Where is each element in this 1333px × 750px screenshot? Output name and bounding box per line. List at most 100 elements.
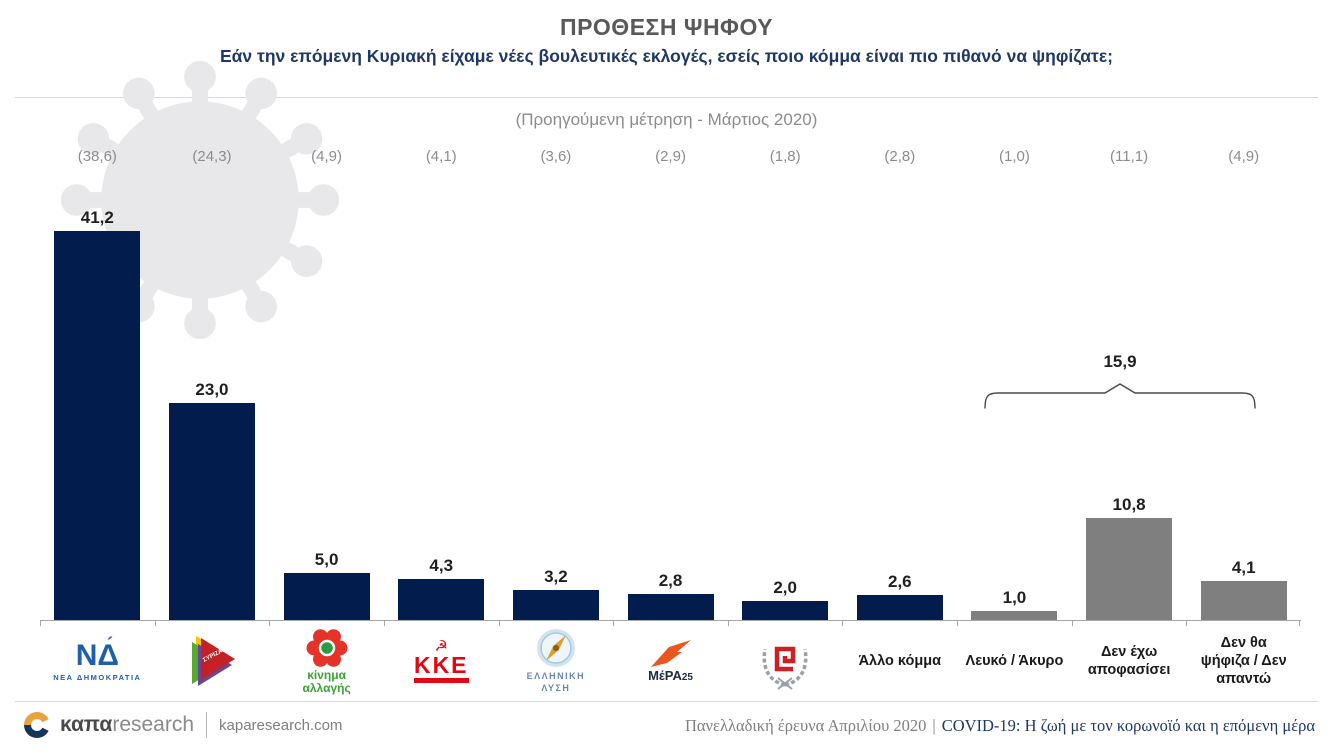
previous-value-label: (3,6)	[540, 148, 572, 165]
footer-separator	[206, 712, 208, 738]
brand-wordmark: καπαresearch	[60, 713, 195, 736]
axis-tick	[957, 621, 958, 626]
previous-value-label: (2,8)	[884, 148, 916, 165]
axis-tick	[1299, 621, 1300, 626]
previous-value-label: (1,0)	[999, 148, 1030, 165]
footer-divider	[15, 701, 1318, 702]
website-link[interactable]: kaparesearch.com	[219, 716, 343, 734]
chart-column: (1,0) 1,0	[957, 140, 1072, 620]
survey-topic: COVID-19: Η ζωή με τον κορωνοϊό και η επ…	[941, 716, 1315, 735]
chart-column: (1,8) 2,0	[728, 140, 843, 620]
chart-column: (11,1) 10,8	[1072, 140, 1187, 620]
axis-tick	[40, 621, 41, 626]
bracket-value-label: 15,9	[1103, 352, 1137, 371]
nd-accent: ´	[106, 633, 113, 654]
previous-value-label: (1,8)	[769, 148, 801, 165]
previous-value-label: (11,1)	[1110, 148, 1149, 165]
bar-value-label: 4,1	[1231, 558, 1256, 578]
swallow-icon	[650, 639, 691, 667]
kinal-caption: κίνημα αλλαγής	[302, 667, 351, 695]
bar	[54, 230, 141, 620]
bar	[742, 601, 829, 620]
bar-value-label: 41,2	[80, 207, 114, 227]
bar-value-label: 23,0	[195, 379, 229, 399]
category-axis-labels: ΝΔ ´ ΝΕΑ ΔΗΜΟΚΡΑΤΙΑ ΣΥΡΙΖΑ	[40, 624, 1301, 698]
chart-column: (4,1) 4,3	[384, 140, 499, 620]
mera25-caption: ΜέΡΑ25	[648, 667, 693, 683]
previous-value-label: (4,9)	[311, 148, 343, 165]
x-axis	[40, 620, 1301, 626]
kinal-logo-icon	[306, 629, 348, 667]
axis-tick	[1186, 621, 1187, 626]
bar-value-label: 4,3	[429, 556, 454, 576]
bar	[398, 579, 485, 620]
chart-column: (4,9) 4,1	[1186, 140, 1301, 620]
previous-value-label: (4,9)	[1228, 148, 1260, 165]
chart-column: (38,6) 41,2	[40, 140, 155, 620]
chart-column: (24,3) 23,0	[155, 140, 270, 620]
logo-kke: ☭ ΚΚΕ	[384, 624, 499, 698]
label-leyko-akyro: Λευκό / Άκυρο	[965, 652, 1064, 669]
bar	[283, 572, 370, 620]
brace-icon	[984, 383, 1256, 409]
chart-column: (3,6) 3,2	[499, 140, 614, 620]
axis-tick	[613, 621, 614, 626]
bar	[1086, 517, 1173, 620]
previous-value-label: (4,1)	[425, 148, 457, 165]
axis-tick	[384, 621, 385, 626]
label-allo-komma: Άλλο κόμμα	[858, 652, 942, 669]
kapa-research-logo-icon	[24, 712, 52, 738]
axis-tick	[842, 621, 843, 626]
header-divider	[15, 97, 1318, 98]
logo-mera25: ΜέΡΑ25	[613, 624, 728, 698]
previous-value-label: (2,9)	[655, 148, 686, 165]
hammer-sickle-icon: ☭	[434, 638, 448, 655]
bar-chart: (38,6) 41,2 (24,3) 23,0 (4,9) 5,0 (4,1) 4,3 (3,6…	[40, 140, 1301, 620]
page-subtitle: Εάν την επόμενη Κυριακή είχαμε νέες βουλ…	[220, 46, 1113, 66]
chart-column: (2,9) 2,8	[613, 140, 728, 620]
chart-column: (2,8) 2,6	[842, 140, 957, 620]
previous-value-label: (38,6)	[77, 148, 117, 165]
axis-tick	[155, 621, 156, 626]
label-den-exo-apofasisei: Δεν έχω αποφασίσει	[1087, 643, 1171, 678]
logo-elliniki-lysi: ΕΛΛΗΝΙΚΗ ΛΥΣΗ	[499, 624, 614, 698]
bar-value-label: 2,8	[658, 570, 683, 590]
logo-kinima-allagis: κίνημα αλλαγής	[269, 624, 384, 698]
bar	[168, 402, 255, 620]
label-den-tha-psifiza: Δεν θα ψήφιζα / Δεν απαντώ	[1200, 634, 1287, 688]
bar	[512, 589, 599, 620]
bar-value-label: 2,6	[887, 572, 912, 592]
compass-icon	[536, 629, 575, 668]
logo-syriza: ΣΥΡΙΖΑ	[155, 624, 270, 698]
bar	[627, 593, 714, 620]
survey-name: Πανελλαδική έρευνα Απριλίου 2020	[685, 716, 927, 735]
bar-value-label: 5,0	[314, 549, 339, 569]
page-title: ΠΡΟΘΕΣΗ ΨΗΦΟΥ	[559, 14, 774, 40]
axis-tick	[269, 621, 270, 626]
wreath-meander-icon	[762, 646, 808, 690]
axis-tick	[499, 621, 500, 626]
brand-block: καπαresearch kaparesearch.com	[22, 710, 342, 740]
syriza-logo-icon: ΣΥΡΙΖΑ	[191, 636, 235, 686]
axis-tick	[1072, 621, 1073, 626]
undecided-group-bracket: 15,9	[983, 352, 1257, 415]
bar	[856, 595, 943, 620]
nd-caption: ΝΕΑ ΔΗΜΟΚΡΑΤΙΑ	[53, 672, 142, 682]
bar	[971, 610, 1058, 620]
previous-measurement-note: (Προηγούμενη μέτρηση - Μάρτιος 2020)	[515, 110, 818, 129]
logo-chrysi-avgi	[728, 624, 843, 698]
kke-wordmark: ΚΚΕ	[413, 654, 469, 683]
previous-value-label: (24,3)	[192, 148, 232, 165]
chart-column: (4,9) 5,0	[269, 140, 384, 620]
bar-value-label: 3,2	[544, 566, 568, 586]
bar-value-label: 2,0	[773, 578, 797, 598]
logo-nea-dimokratia: ΝΔ ´ ΝΕΑ ΔΗΜΟΚΡΑΤΙΑ	[40, 624, 155, 698]
nd-logo-icon: ΝΔ ´	[75, 633, 119, 672]
elliniki-lysi-caption: ΕΛΛΗΝΙΚΗ ΛΥΣΗ	[526, 671, 586, 693]
bar	[1200, 581, 1287, 620]
survey-info: Πανελλαδική έρευνα Απριλίου 2020 | COVID-1…	[685, 716, 1315, 735]
axis-tick	[728, 621, 729, 626]
bar-value-label: 10,8	[1112, 494, 1146, 514]
bar-value-label: 1,0	[1002, 587, 1027, 607]
